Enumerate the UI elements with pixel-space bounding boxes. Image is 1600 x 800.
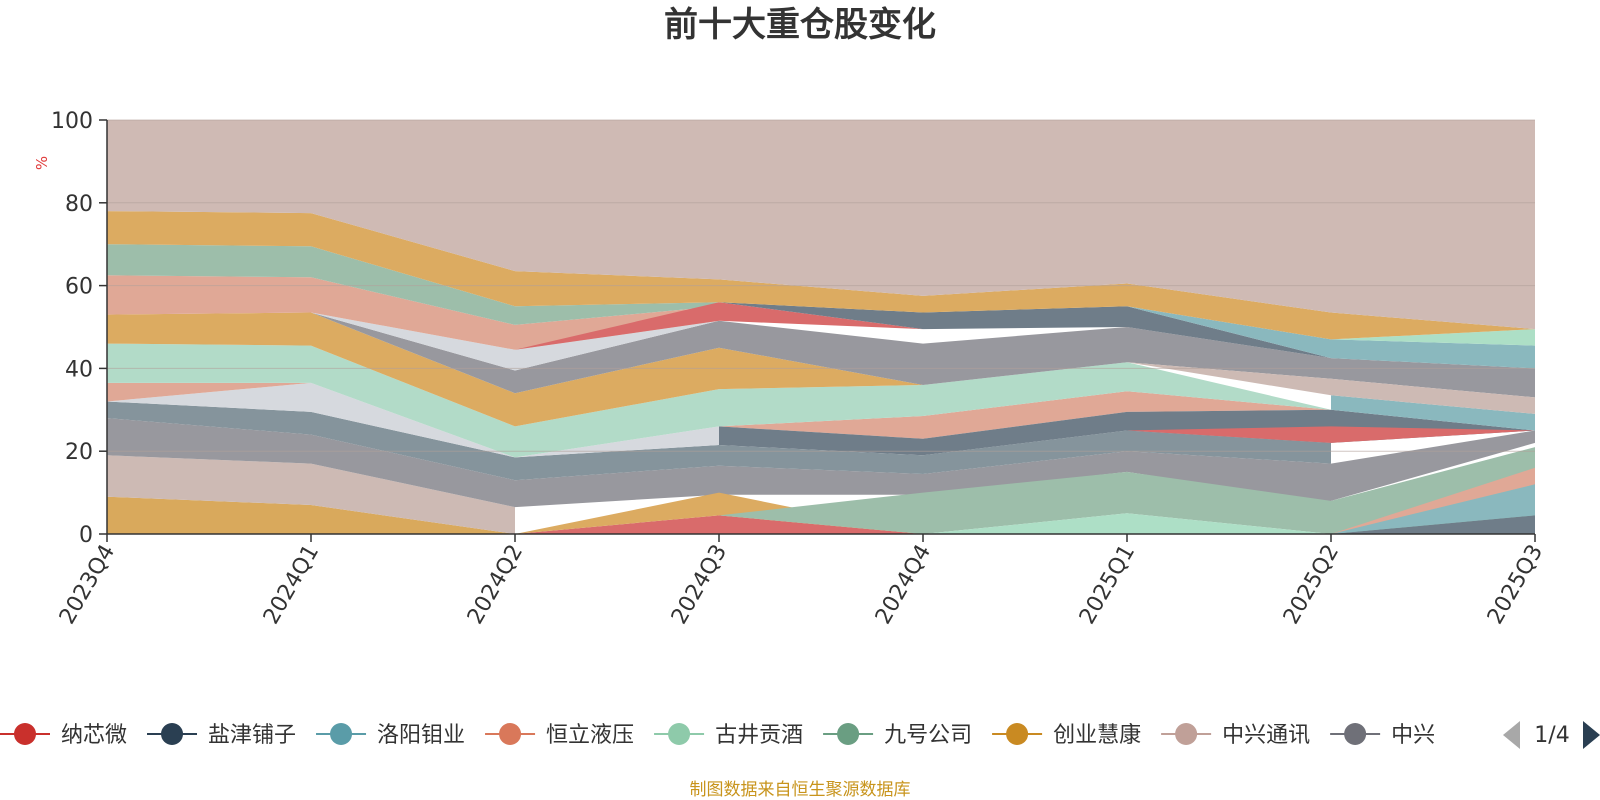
legend-marker xyxy=(14,723,36,745)
area-band-1 xyxy=(107,455,515,534)
area-band-21 xyxy=(719,447,1535,534)
legend-item[interactable]: 恒立液压 xyxy=(485,723,634,748)
x-tick-label: 2025Q2 xyxy=(1279,541,1344,629)
legend-label: 中兴 xyxy=(1391,723,1435,748)
area-band-17 xyxy=(107,211,1535,340)
area-band-30 xyxy=(1127,362,1535,414)
triangle-right-icon[interactable] xyxy=(1583,721,1600,749)
area-band-8 xyxy=(107,312,923,427)
y-tick-label: 20 xyxy=(65,440,93,465)
legend[interactable]: 纳芯微 盐津铺子 洛阳钼业 恒立液压 古井贡酒 九号公司 创业慧康 中兴通讯 中兴 xyxy=(0,723,1435,748)
area-band-5 xyxy=(107,382,311,402)
area-band-23 xyxy=(1127,426,1535,443)
area-band-5 xyxy=(719,391,1535,439)
legend-label: 洛阳钼业 xyxy=(377,723,465,748)
legend-label: 九号公司 xyxy=(884,723,972,748)
legend-pager[interactable]: 1/4 xyxy=(1503,721,1600,749)
area-band-9 xyxy=(311,312,1535,398)
legend-label: 纳芯微 xyxy=(61,723,127,748)
legend-marker xyxy=(1175,723,1198,745)
legend-label: 恒立液压 xyxy=(546,723,634,748)
x-tick-label: 2024Q2 xyxy=(463,541,528,629)
legend-label: 创业慧康 xyxy=(1053,723,1141,748)
legend-item[interactable]: 纳芯微 xyxy=(0,723,127,748)
area-band-29 xyxy=(1331,395,1535,431)
triangle-left-icon[interactable] xyxy=(1503,721,1520,749)
legend-marker xyxy=(161,723,184,745)
area-band-2 xyxy=(107,418,1331,508)
area-band-10 xyxy=(311,312,719,371)
legend-item[interactable]: 中兴通讯 xyxy=(1161,723,1310,748)
area-band-0 xyxy=(107,496,515,534)
area-band-22 xyxy=(923,513,1331,534)
legend-page-indicator: 1/4 xyxy=(1534,723,1569,748)
source-footer: 制图数据来自恒生聚源数据库 xyxy=(690,780,911,800)
legend-item[interactable]: 洛阳钼业 xyxy=(316,723,465,748)
legend-item[interactable]: 中兴 xyxy=(1330,723,1435,748)
area-band-6 xyxy=(719,409,1535,456)
x-tick-label: 2024Q4 xyxy=(871,541,936,629)
area-band-7 xyxy=(107,343,1331,458)
y-tick-label: 0 xyxy=(79,523,93,548)
legend-marker xyxy=(1344,723,1367,745)
area-band-12 xyxy=(107,244,719,325)
area-band-14 xyxy=(719,302,1331,359)
legend-label: 古井贡酒 xyxy=(715,723,803,748)
area-band-19 xyxy=(515,515,923,534)
area-band-18 xyxy=(107,120,1535,330)
area-band-15 xyxy=(1127,306,1535,369)
x-tick-label: 2024Q3 xyxy=(667,541,732,629)
chart-title: 前十大重仓股变化 xyxy=(664,5,936,45)
y-tick-label: 80 xyxy=(65,192,93,217)
area-band-28 xyxy=(1331,430,1535,501)
area-band-3 xyxy=(107,401,1331,481)
x-tick-label: 2024Q1 xyxy=(259,541,324,629)
x-tick-label: 2023Q4 xyxy=(55,541,120,629)
legend-marker xyxy=(330,723,353,745)
area-band-13 xyxy=(515,302,923,350)
legend-marker xyxy=(499,723,522,745)
area-bands xyxy=(107,120,1535,534)
legend-item[interactable]: 盐津铺子 xyxy=(147,723,296,748)
area-band-11 xyxy=(107,275,719,350)
x-tick-label: 2025Q3 xyxy=(1483,541,1548,629)
legend-label: 中兴通讯 xyxy=(1222,723,1310,748)
y-tick-label: 60 xyxy=(65,275,93,300)
y-tick-label: 100 xyxy=(51,109,93,134)
grid-lines xyxy=(107,119,1535,452)
y-tick-label: 40 xyxy=(65,357,93,382)
legend-item[interactable]: 九号公司 xyxy=(823,723,972,748)
legend-label: 盐津铺子 xyxy=(208,723,296,748)
legend-marker xyxy=(668,723,691,745)
x-tick-label: 2025Q1 xyxy=(1075,541,1140,629)
y-unit-label: % xyxy=(33,156,51,170)
legend-item[interactable]: 创业慧康 xyxy=(992,723,1141,748)
legend-marker xyxy=(837,723,860,745)
legend-item[interactable]: 古井贡酒 xyxy=(654,723,803,748)
legend-marker xyxy=(1006,723,1029,745)
area-band-16 xyxy=(1331,329,1535,346)
area-band-26 xyxy=(1331,467,1535,534)
